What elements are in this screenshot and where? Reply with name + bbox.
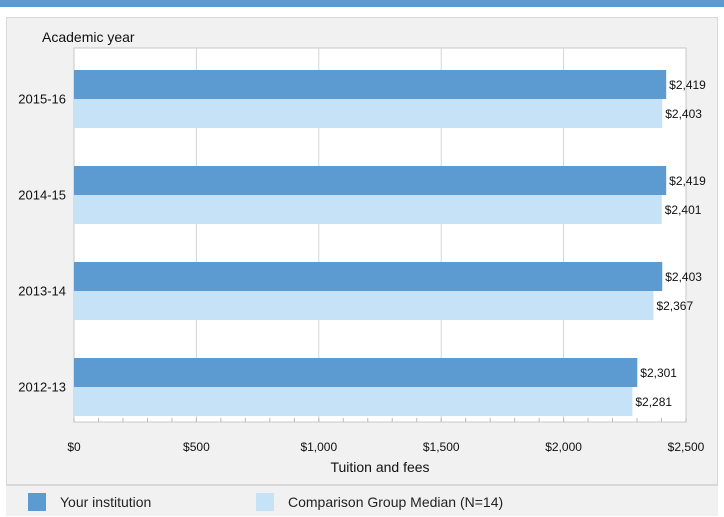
legend-swatch-comparison-median — [256, 492, 274, 511]
bar-value-label: $2,367 — [656, 299, 693, 313]
category-axis-title: Academic year — [42, 29, 135, 45]
bars: $2,419 $2,403 $2,419 $2,401 $2,403 $2,367 $2,3… — [74, 70, 706, 416]
x-tick-label: $1,500 — [423, 440, 460, 454]
bar-value-label: $2,403 — [665, 107, 702, 121]
bar-value-label: $2,401 — [665, 203, 702, 217]
x-tick-label: $500 — [183, 440, 210, 454]
x-axis-title: Tuition and fees — [330, 459, 429, 475]
header-accent-bar — [0, 0, 724, 7]
category-label: 2012-13 — [18, 380, 66, 395]
category-label: 2014-15 — [18, 188, 66, 203]
x-tick-label: $2,500 — [668, 440, 705, 454]
bar-comparison-median — [74, 387, 633, 416]
bar-value-label: $2,301 — [640, 366, 677, 380]
bar-your-institution — [74, 358, 638, 387]
legend-swatch-your-institution — [28, 492, 46, 511]
bar-comparison-median — [74, 99, 663, 128]
bar-your-institution — [74, 262, 663, 291]
bar-your-institution — [74, 166, 667, 195]
x-tick-label: $1,000 — [300, 440, 337, 454]
category-label: 2013-14 — [18, 284, 66, 299]
bar-comparison-median — [74, 195, 662, 224]
bar-value-label: $2,419 — [669, 174, 706, 188]
legend-item-comparison-median: Comparison Group Median (N=14) — [256, 486, 503, 517]
bar-chart: $2,419 $2,403 $2,419 $2,401 $2,403 $2,367 $2,3… — [18, 29, 706, 475]
legend: Your institution Comparison Group Median… — [6, 485, 718, 516]
axis-ticks: $0 $500 $1,000 $1,500 $2,000 $2,500 2015-16 201… — [18, 92, 704, 455]
legend-item-your-institution: Your institution — [28, 486, 151, 517]
bar-your-institution — [74, 70, 667, 99]
legend-label-your-institution: Your institution — [60, 493, 152, 510]
bar-value-label: $2,403 — [665, 270, 702, 284]
bar-value-label: $2,419 — [669, 78, 706, 92]
x-tick-label: $2,000 — [545, 440, 582, 454]
category-label: 2015-16 — [18, 92, 66, 107]
bar-comparison-median — [74, 291, 654, 320]
legend-label-comparison-median: Comparison Group Median (N=14) — [288, 493, 504, 510]
bar-value-label: $2,281 — [635, 395, 672, 409]
x-tick-label: $0 — [67, 440, 81, 454]
